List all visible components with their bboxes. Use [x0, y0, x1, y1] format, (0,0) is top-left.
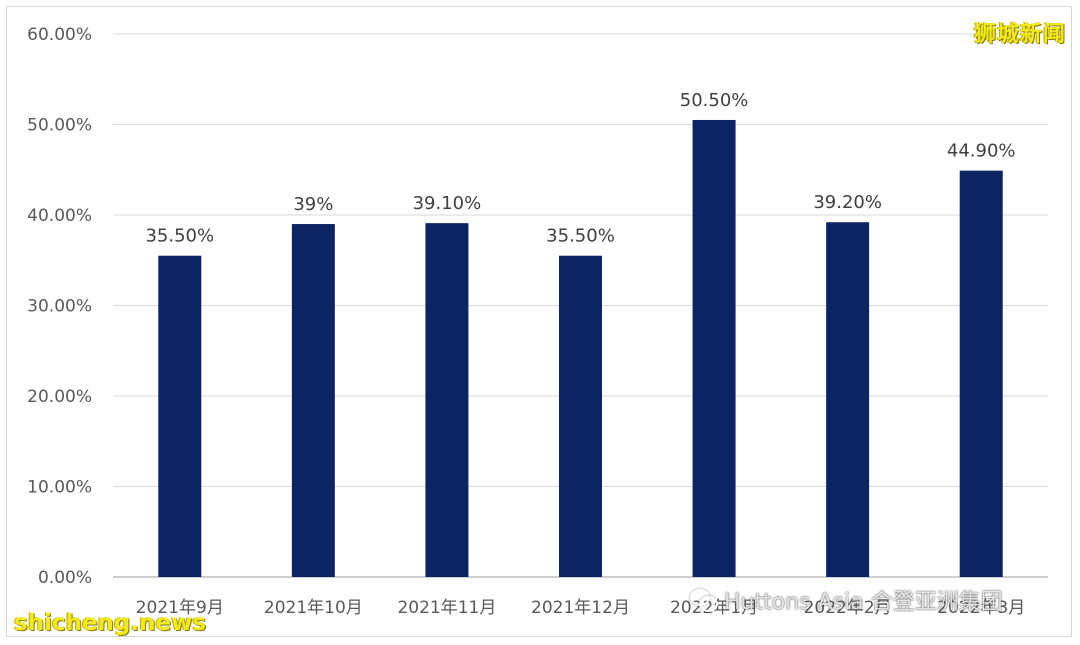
watermark-shicheng-news-cn: 狮城新闻 [973, 22, 1066, 47]
data-label: 50.50% [680, 90, 749, 111]
data-label: 44.90% [947, 141, 1016, 162]
y-tick-label: 50.00% [27, 116, 92, 136]
y-tick-label: 30.00% [27, 297, 92, 317]
x-category-label: 2022年3月 [937, 598, 1025, 618]
bars [158, 119, 1003, 578]
data-label: 35.50% [145, 226, 214, 247]
y-tick-label: 10.00% [27, 478, 92, 498]
data-label: 35.50% [546, 226, 615, 247]
watermark-huttons-asia: Huttons Asia 合登亚洲集团 [690, 584, 1003, 616]
y-tick-label: 60.00% [27, 25, 92, 45]
data-label: 39.20% [813, 192, 882, 213]
bar [559, 255, 602, 577]
x-category-label: 2021年11月 [397, 598, 496, 618]
watermark-huttons-asia-text: Huttons Asia 合登亚洲集团 [724, 590, 1003, 615]
watermark-shicheng-news-url: shicheng.news [14, 610, 207, 636]
data-label: 39% [293, 194, 333, 215]
bar [959, 170, 1003, 577]
bar [692, 119, 736, 577]
wechat-icon [690, 589, 718, 612]
data-labels: 35.50% 39% 39.10% 35.50% 50.50% 39.20% 44.90% [145, 90, 1015, 247]
data-label: 39.10% [413, 193, 482, 214]
y-tick-label: 40.00% [27, 206, 92, 226]
gridlines [113, 33, 1048, 578]
bar [291, 224, 335, 578]
x-category-label: 2021年12月 [531, 598, 630, 618]
y-tick-label: 20.00% [27, 387, 92, 407]
y-axis-tick-labels: 0.00% 10.00% 20.00% 30.00% 40.00% 50.00% 60.00… [27, 25, 92, 588]
bar [425, 223, 469, 577]
y-tick-label: 0.00% [38, 568, 92, 588]
x-category-label: 2022年2月 [804, 598, 892, 618]
bar [158, 255, 202, 577]
x-category-label: 2021年9月 [136, 598, 224, 618]
x-category-label: 2021年10月 [264, 598, 363, 618]
bar [826, 222, 870, 578]
